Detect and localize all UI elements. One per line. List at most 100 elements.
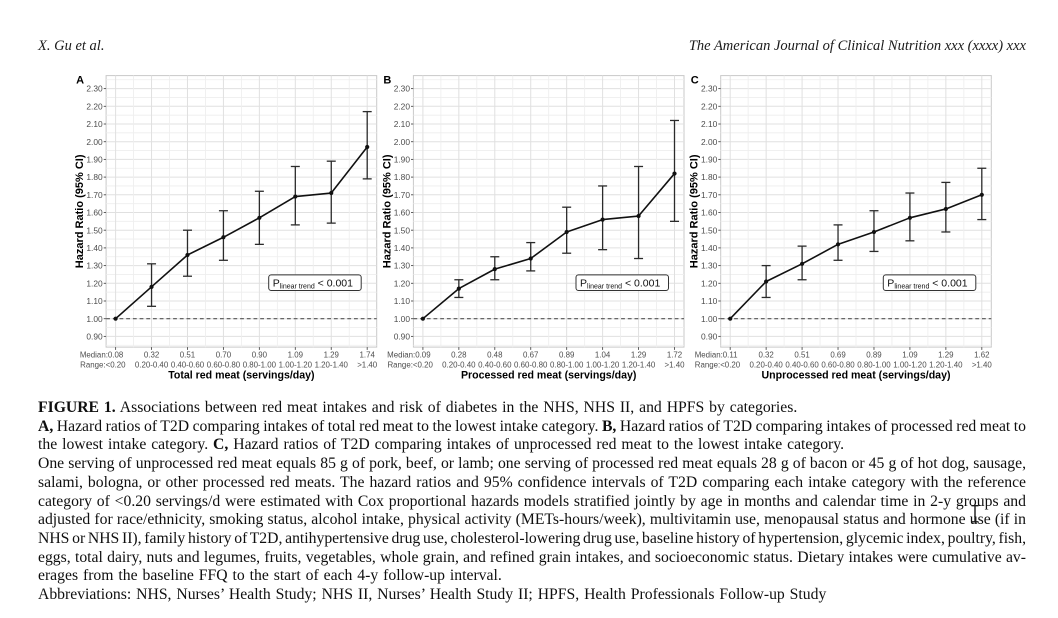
- svg-text:1.00-1.20: 1.00-1.20: [279, 360, 313, 369]
- svg-text:0.20-0.40: 0.20-0.40: [749, 360, 783, 369]
- data-point: [257, 215, 262, 220]
- x-axis-title: Processed red meat (servings/day): [461, 370, 636, 382]
- figure-panels: Plinear trend < 0.001 0.90 1.00 1.10 1.20 1.3…: [74, 75, 993, 382]
- caption-line: erages from the baseline FFQ to the star…: [38, 567, 502, 585]
- svg-text:0.40-0.60: 0.40-0.60: [171, 360, 205, 369]
- svg-text:1.60: 1.60: [394, 208, 411, 218]
- data-point: [185, 252, 190, 258]
- x-axis: 0.08<0.20Median:Range:0.320.20-0.400.510…: [80, 347, 378, 369]
- data-point: [600, 217, 605, 222]
- svg-text:0.51: 0.51: [794, 351, 809, 360]
- header-journal: The American Journal of Clinical Nutriti…: [688, 38, 1026, 54]
- caption-line: adjusted for race/ethnicity, smoking sta…: [38, 511, 1026, 529]
- svg-text:0.40-0.60: 0.40-0.60: [785, 360, 819, 369]
- data-point: [871, 229, 877, 235]
- panel-letter: C: [691, 75, 699, 87]
- svg-text:Plinear trend < 0.001: Plinear trend < 0.001: [887, 277, 967, 290]
- x-axis: 0.09<0.20Median:Range:0.280.20-0.400.480…: [387, 347, 685, 369]
- svg-text:<0.20: <0.20: [720, 360, 741, 369]
- data-point: [528, 256, 533, 261]
- data-point: [764, 279, 769, 284]
- svg-text:Median:: Median:: [695, 351, 723, 360]
- svg-text:Median:: Median:: [387, 351, 415, 360]
- caption-line: NHS or NHS II), family history of T2D, a…: [38, 529, 1026, 547]
- svg-text:0.90: 0.90: [86, 331, 103, 341]
- data-point: [293, 194, 298, 199]
- svg-text:1.72: 1.72: [667, 351, 682, 360]
- svg-text:1.30: 1.30: [701, 261, 718, 271]
- svg-text:0.89: 0.89: [559, 351, 575, 360]
- svg-text:0.60-0.80: 0.60-0.80: [514, 360, 548, 369]
- svg-text:Plinear trend < 0.001: Plinear trend < 0.001: [273, 277, 353, 290]
- svg-text:1.10: 1.10: [86, 296, 103, 306]
- svg-text:0.80-1.00: 0.80-1.00: [857, 360, 891, 369]
- svg-text:1.20-1.40: 1.20-1.40: [315, 360, 349, 369]
- caption-line: Abbreviations: NHS, Nurses’ Health Study…: [38, 586, 827, 604]
- p-trend-annotation: Plinear trend < 0.001: [575, 274, 669, 291]
- svg-text:1.29: 1.29: [938, 351, 954, 360]
- y-axis-title: Hazard Ratio (95% CI): [74, 154, 86, 268]
- svg-text:0.90: 0.90: [701, 331, 718, 341]
- x-axis-title: Total red meat (servings/day): [168, 370, 314, 382]
- panel-letter: A: [76, 75, 84, 87]
- data-point: [149, 284, 154, 289]
- svg-text:1.50: 1.50: [394, 225, 411, 235]
- svg-text:0.48: 0.48: [487, 351, 503, 360]
- svg-text:1.90: 1.90: [701, 155, 718, 165]
- svg-text:1.10: 1.10: [701, 296, 718, 306]
- data-point: [420, 316, 425, 321]
- svg-text:1.00: 1.00: [394, 314, 411, 324]
- data-point: [943, 206, 948, 212]
- svg-text:2.30: 2.30: [86, 84, 103, 94]
- caption-line: salami, bologna, or other processed red …: [38, 473, 1026, 491]
- svg-text:0.60-0.80: 0.60-0.80: [207, 360, 241, 369]
- svg-text:1.80: 1.80: [701, 172, 718, 182]
- y-axis: 0.90 1.00 1.10 1.20 1.30 1.40 1.50 1.60 1.70 1.80…: [394, 84, 414, 341]
- svg-text:0.67: 0.67: [523, 351, 538, 360]
- svg-text:1.80: 1.80: [394, 172, 411, 182]
- svg-text:0.32: 0.32: [758, 351, 773, 360]
- panel-a: Plinear trend < 0.001 0.90 1.00 1.10 1.20 1.3…: [74, 75, 378, 382]
- svg-text:0.11: 0.11: [723, 351, 738, 360]
- y-axis: 0.90 1.00 1.10 1.20 1.30 1.40 1.50 1.60 1.70 1.80…: [86, 84, 107, 341]
- svg-text:2.20: 2.20: [394, 101, 411, 111]
- svg-text:2.00: 2.00: [701, 137, 718, 147]
- y-axis-title: Hazard Ratio (95% CI): [381, 154, 393, 268]
- svg-text:2.00: 2.00: [394, 137, 411, 147]
- svg-text:Median:: Median:: [80, 351, 108, 360]
- svg-text:>1.40: >1.40: [357, 360, 378, 369]
- svg-text:2.10: 2.10: [86, 119, 103, 129]
- svg-text:1.50: 1.50: [701, 225, 718, 235]
- y-axis-title: Hazard Ratio (95% CI): [689, 154, 701, 268]
- data-point: [979, 192, 984, 197]
- hazard-ratio-line: [115, 146, 368, 320]
- x-axis-title: Unprocessed red meat (servings/day): [762, 370, 951, 382]
- p-trend-annotation: Plinear trend < 0.001: [882, 274, 977, 291]
- svg-text:1.74: 1.74: [360, 351, 376, 360]
- caption-line: category of <0.20 servings/d were estima…: [38, 492, 1026, 510]
- caption-line: One serving of unprocessed red meat equa…: [38, 455, 1026, 473]
- svg-text:1.10: 1.10: [394, 296, 411, 306]
- svg-text:1.20: 1.20: [394, 278, 411, 288]
- svg-text:1.90: 1.90: [86, 155, 103, 165]
- panel-letter: B: [383, 75, 391, 87]
- data-point: [835, 242, 841, 247]
- svg-text:0.40-0.60: 0.40-0.60: [478, 360, 512, 369]
- svg-text:1.30: 1.30: [86, 261, 103, 271]
- svg-text:0.90: 0.90: [252, 351, 268, 360]
- svg-text:1.00-1.20: 1.00-1.20: [586, 360, 620, 369]
- caption-line: A, Hazard ratios of T2D comparing intake…: [38, 417, 1026, 435]
- hazard-ratio-line: [422, 173, 676, 320]
- svg-text:0.20-0.40: 0.20-0.40: [442, 360, 476, 369]
- svg-text:1.09: 1.09: [288, 351, 304, 360]
- x-axis: 0.11<0.20Median:Range:0.320.20-0.400.510…: [695, 347, 993, 369]
- svg-text:>1.40: >1.40: [665, 360, 686, 369]
- svg-text:>1.40: >1.40: [972, 360, 993, 369]
- svg-text:1.20: 1.20: [86, 278, 103, 288]
- caption-line: FIGURE 1. Associations between red meat …: [38, 399, 798, 416]
- svg-text:0.80-1.00: 0.80-1.00: [550, 360, 584, 369]
- svg-text:2.30: 2.30: [701, 84, 718, 94]
- svg-text:2.10: 2.10: [394, 119, 411, 129]
- svg-text:0.90: 0.90: [394, 331, 411, 341]
- data-point: [456, 286, 461, 291]
